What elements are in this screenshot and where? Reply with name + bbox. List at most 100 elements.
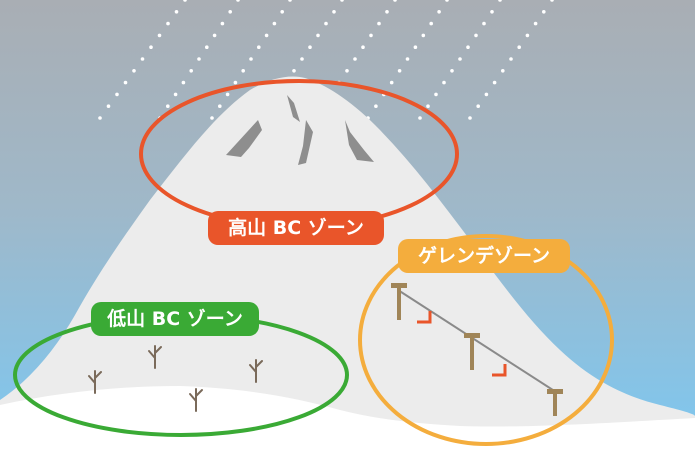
snowflake xyxy=(466,45,470,49)
lift-chair xyxy=(417,311,432,324)
mountain xyxy=(0,76,695,460)
snowflake xyxy=(429,21,434,26)
snowflake xyxy=(98,116,102,120)
snowflake xyxy=(157,33,162,38)
snowflake xyxy=(300,57,304,61)
snowflake xyxy=(324,21,328,26)
snowflake xyxy=(249,57,253,61)
snowflake xyxy=(174,10,179,14)
snowflake xyxy=(292,69,296,73)
snowflake xyxy=(345,69,349,73)
snowflake xyxy=(210,116,214,120)
snowflake xyxy=(316,33,320,38)
snowflake xyxy=(280,10,285,14)
snowflake xyxy=(218,104,222,108)
snowflake xyxy=(533,21,538,26)
snowflake xyxy=(264,33,269,38)
alpine-zone-label: 高山 BC ゾーン xyxy=(208,211,384,245)
tree xyxy=(189,388,203,412)
tree xyxy=(88,370,102,394)
lift-tower xyxy=(464,333,480,370)
summit-rock xyxy=(345,120,374,162)
snowflake xyxy=(272,21,277,26)
snowflake xyxy=(476,104,481,108)
snowflake xyxy=(445,0,449,2)
lift-chair xyxy=(492,364,507,377)
snowflake xyxy=(442,80,446,85)
snowflake xyxy=(308,45,312,49)
lowland-zone-label: 低山 BC ゾーン xyxy=(91,302,259,336)
snowflake xyxy=(205,45,209,49)
snowflake xyxy=(166,21,170,26)
snowflake xyxy=(288,0,292,2)
snowflake xyxy=(397,69,402,73)
snowflake xyxy=(189,69,193,73)
snowflake xyxy=(525,33,530,38)
snowflake xyxy=(140,57,145,61)
lift-cable xyxy=(397,289,557,393)
snowflake xyxy=(377,21,381,26)
snowflake xyxy=(233,80,238,85)
snowflake xyxy=(389,80,394,85)
snowflake xyxy=(340,0,344,2)
snowflake xyxy=(509,57,513,61)
snowflake xyxy=(484,92,489,97)
snowflake xyxy=(132,69,136,73)
lift-tower xyxy=(547,389,563,416)
snowflake xyxy=(241,69,245,73)
snowflake xyxy=(257,45,261,49)
snowflake xyxy=(166,104,170,108)
snowflake xyxy=(385,10,389,14)
snowflake xyxy=(421,33,426,38)
snowflake xyxy=(173,92,178,97)
snowflake xyxy=(413,45,418,49)
snowflake xyxy=(482,21,486,26)
snowflake xyxy=(474,33,478,38)
snowflake xyxy=(374,104,378,108)
snowflake xyxy=(228,10,232,14)
snowflake xyxy=(542,10,546,14)
snowflake xyxy=(490,10,494,14)
lift-tower xyxy=(391,283,407,320)
snowflake xyxy=(437,10,441,14)
snowflake xyxy=(123,80,128,85)
summit-rock xyxy=(226,120,262,157)
snowflake xyxy=(468,116,472,120)
snowflake xyxy=(517,45,521,49)
gelande-zone-label: ゲレンデゾーン xyxy=(398,239,570,273)
snowflake xyxy=(220,21,225,26)
snowflake xyxy=(393,0,397,2)
snowflake xyxy=(492,80,497,85)
snowflake xyxy=(181,80,186,85)
snowflake xyxy=(550,0,554,2)
snowflake xyxy=(501,69,505,73)
snowflake xyxy=(236,0,240,2)
snowflake xyxy=(353,57,357,61)
snowflake xyxy=(361,45,365,49)
snowflake xyxy=(418,116,422,120)
snowflake xyxy=(369,33,373,38)
tree xyxy=(249,359,263,383)
snowflake xyxy=(149,45,153,49)
snowflake xyxy=(458,57,462,61)
summit-rock xyxy=(298,120,313,165)
tree xyxy=(148,345,162,369)
snowflake xyxy=(498,0,502,2)
bare-trees xyxy=(88,345,263,412)
snowflake xyxy=(405,57,410,61)
gelande-zone-outline xyxy=(358,234,614,446)
snowflake xyxy=(434,92,438,97)
snowflake xyxy=(212,33,217,38)
snowflake xyxy=(225,92,230,97)
summit-rock xyxy=(287,95,300,122)
snowflake xyxy=(426,104,430,108)
snowflake xyxy=(450,69,454,73)
snowflake xyxy=(197,57,201,61)
snowflake xyxy=(332,10,336,14)
snowflake xyxy=(106,104,111,108)
snowflake xyxy=(183,0,187,2)
snowflake xyxy=(115,92,119,97)
ski-lift xyxy=(391,283,563,416)
